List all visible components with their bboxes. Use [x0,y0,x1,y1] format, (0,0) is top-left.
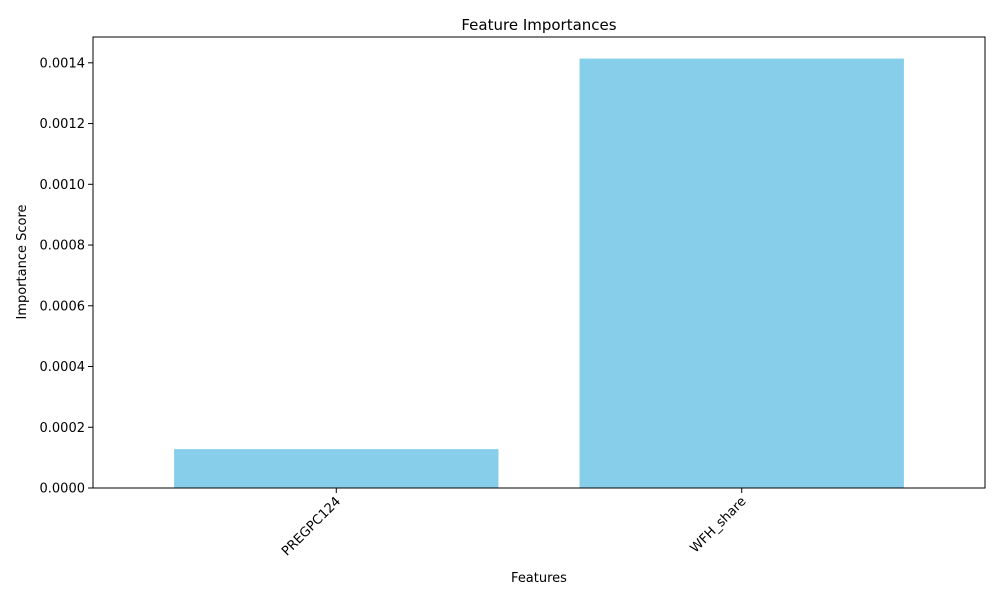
y-tick-label: 0.0012 [40,117,86,132]
y-tick-label: 0.0010 [40,178,86,193]
y-tick-label: 0.0000 [40,482,86,497]
chart-title: Feature Importances [461,16,616,34]
bars-layer [174,58,904,489]
y-tick-label: 0.0002 [40,421,86,436]
y-tick-label: 0.0006 [40,299,86,314]
x-tick-label: WFH_share [688,494,750,556]
bar-wfh-share [579,58,904,489]
plot-frame [92,36,986,489]
y-tick-label: 0.0004 [40,360,86,375]
y-axis: 0.0000 0.0002 0.0004 0.0006 0.0008 0.0010 0.00… [40,56,93,497]
y-axis-label: Importance Score [15,204,30,319]
y-tick-label: 0.0014 [40,56,86,71]
x-tick-label: PREGPC124 [279,494,344,559]
y-tick-label: 0.0008 [40,239,86,254]
x-axis-label: Features [511,571,567,586]
x-axis: PREGPC124 WFH_share [279,488,750,559]
bar-pregpc124 [174,449,499,488]
